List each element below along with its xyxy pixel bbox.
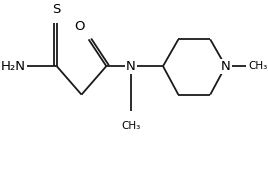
Text: S: S [53,3,61,16]
Text: H₂N: H₂N [1,60,26,73]
Text: O: O [75,20,85,33]
Text: CH₃: CH₃ [121,121,141,131]
Text: N: N [126,60,136,73]
Text: CH₃: CH₃ [248,61,267,71]
Text: N: N [221,60,230,73]
